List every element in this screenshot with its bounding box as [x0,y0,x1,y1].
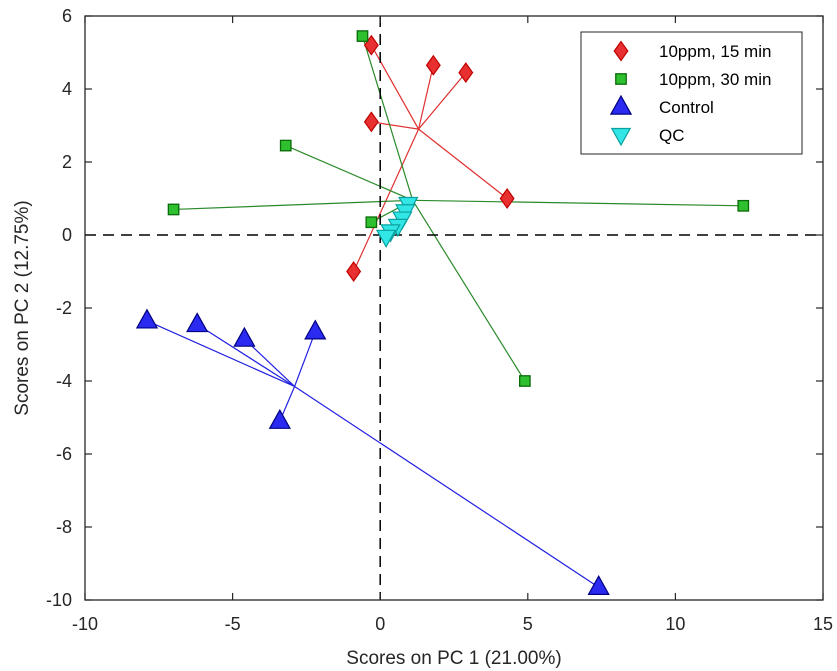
data-point [233,326,256,347]
y-tick-label: 4 [62,79,72,99]
x-tick-label: -5 [225,614,241,634]
legend-label: QC [659,126,685,145]
x-tick-label: 10 [665,614,685,634]
data-point [346,261,362,282]
data-point [499,188,515,209]
connector-line [294,331,316,387]
data-markers [135,30,750,595]
connector-line [418,72,467,130]
y-tick-label: 2 [62,152,72,172]
y-tick-label: -10 [46,590,72,610]
data-point [363,111,379,133]
y-tick-label: 6 [62,6,72,26]
y-tick-label: -2 [56,298,72,318]
connector-line [412,200,526,382]
y-tick-label: -6 [56,444,72,464]
data-point [587,574,610,595]
legend-marker [613,40,629,62]
legend-marker [609,94,633,115]
connector-line [353,128,420,272]
x-tick-label: 5 [523,614,533,634]
legend-label: 10ppm, 15 min [659,42,771,61]
connector-line [371,121,419,130]
data-point [375,229,397,249]
connector-line [243,338,296,387]
x-tick-label: -10 [72,614,98,634]
legend-label: Control [659,98,714,117]
data-point [363,34,379,56]
connector-line [417,65,434,130]
connector-line [370,44,420,130]
axis-ticks: -10 -5 0 5 10 15 -10 -8 -6 -4 -2 0 2 4 6 [46,6,833,634]
legend-items: 10ppm, 15 min 10ppm, 30 min Control QC [609,40,771,147]
y-axis-title: Scores on PC 2 (12.75%) [12,200,33,415]
axis-titles: Scores on PC 1 (21.00%) Scores on PC 2 (… [12,200,562,669]
connector-line [418,128,508,199]
data-point [186,312,209,333]
legend-marker [615,73,627,85]
y-tick-label: -8 [56,517,72,537]
data-point [167,203,180,216]
data-point [268,408,291,429]
data-point [458,62,474,84]
data-point [518,375,531,387]
y-tick-label: 0 [62,225,72,245]
x-axis-title: Scores on PC 1 (21.00%) [346,648,561,669]
legend: 10ppm, 15 min 10ppm, 30 min Control QC [580,31,803,155]
y-tick-label: -4 [56,371,72,391]
data-point [425,54,441,76]
connector-line [294,385,599,588]
data-point [365,216,378,229]
data-point [279,139,292,152]
connector-line [412,199,744,207]
x-tick-label: 15 [813,614,833,634]
connector-line [173,199,413,211]
connector-line [146,320,295,388]
data-point [135,308,159,329]
legend-label: 10ppm, 30 min [659,70,771,89]
zero-reference-lines [85,16,823,600]
connector-line [196,323,295,387]
connector-line [361,35,414,201]
x-tick-label: 0 [375,614,385,634]
data-point [356,30,369,42]
legend-marker [610,127,632,147]
centroid-connector-lines [146,35,744,588]
data-point [737,199,750,212]
data-point [304,319,327,340]
connector-line [285,145,413,201]
